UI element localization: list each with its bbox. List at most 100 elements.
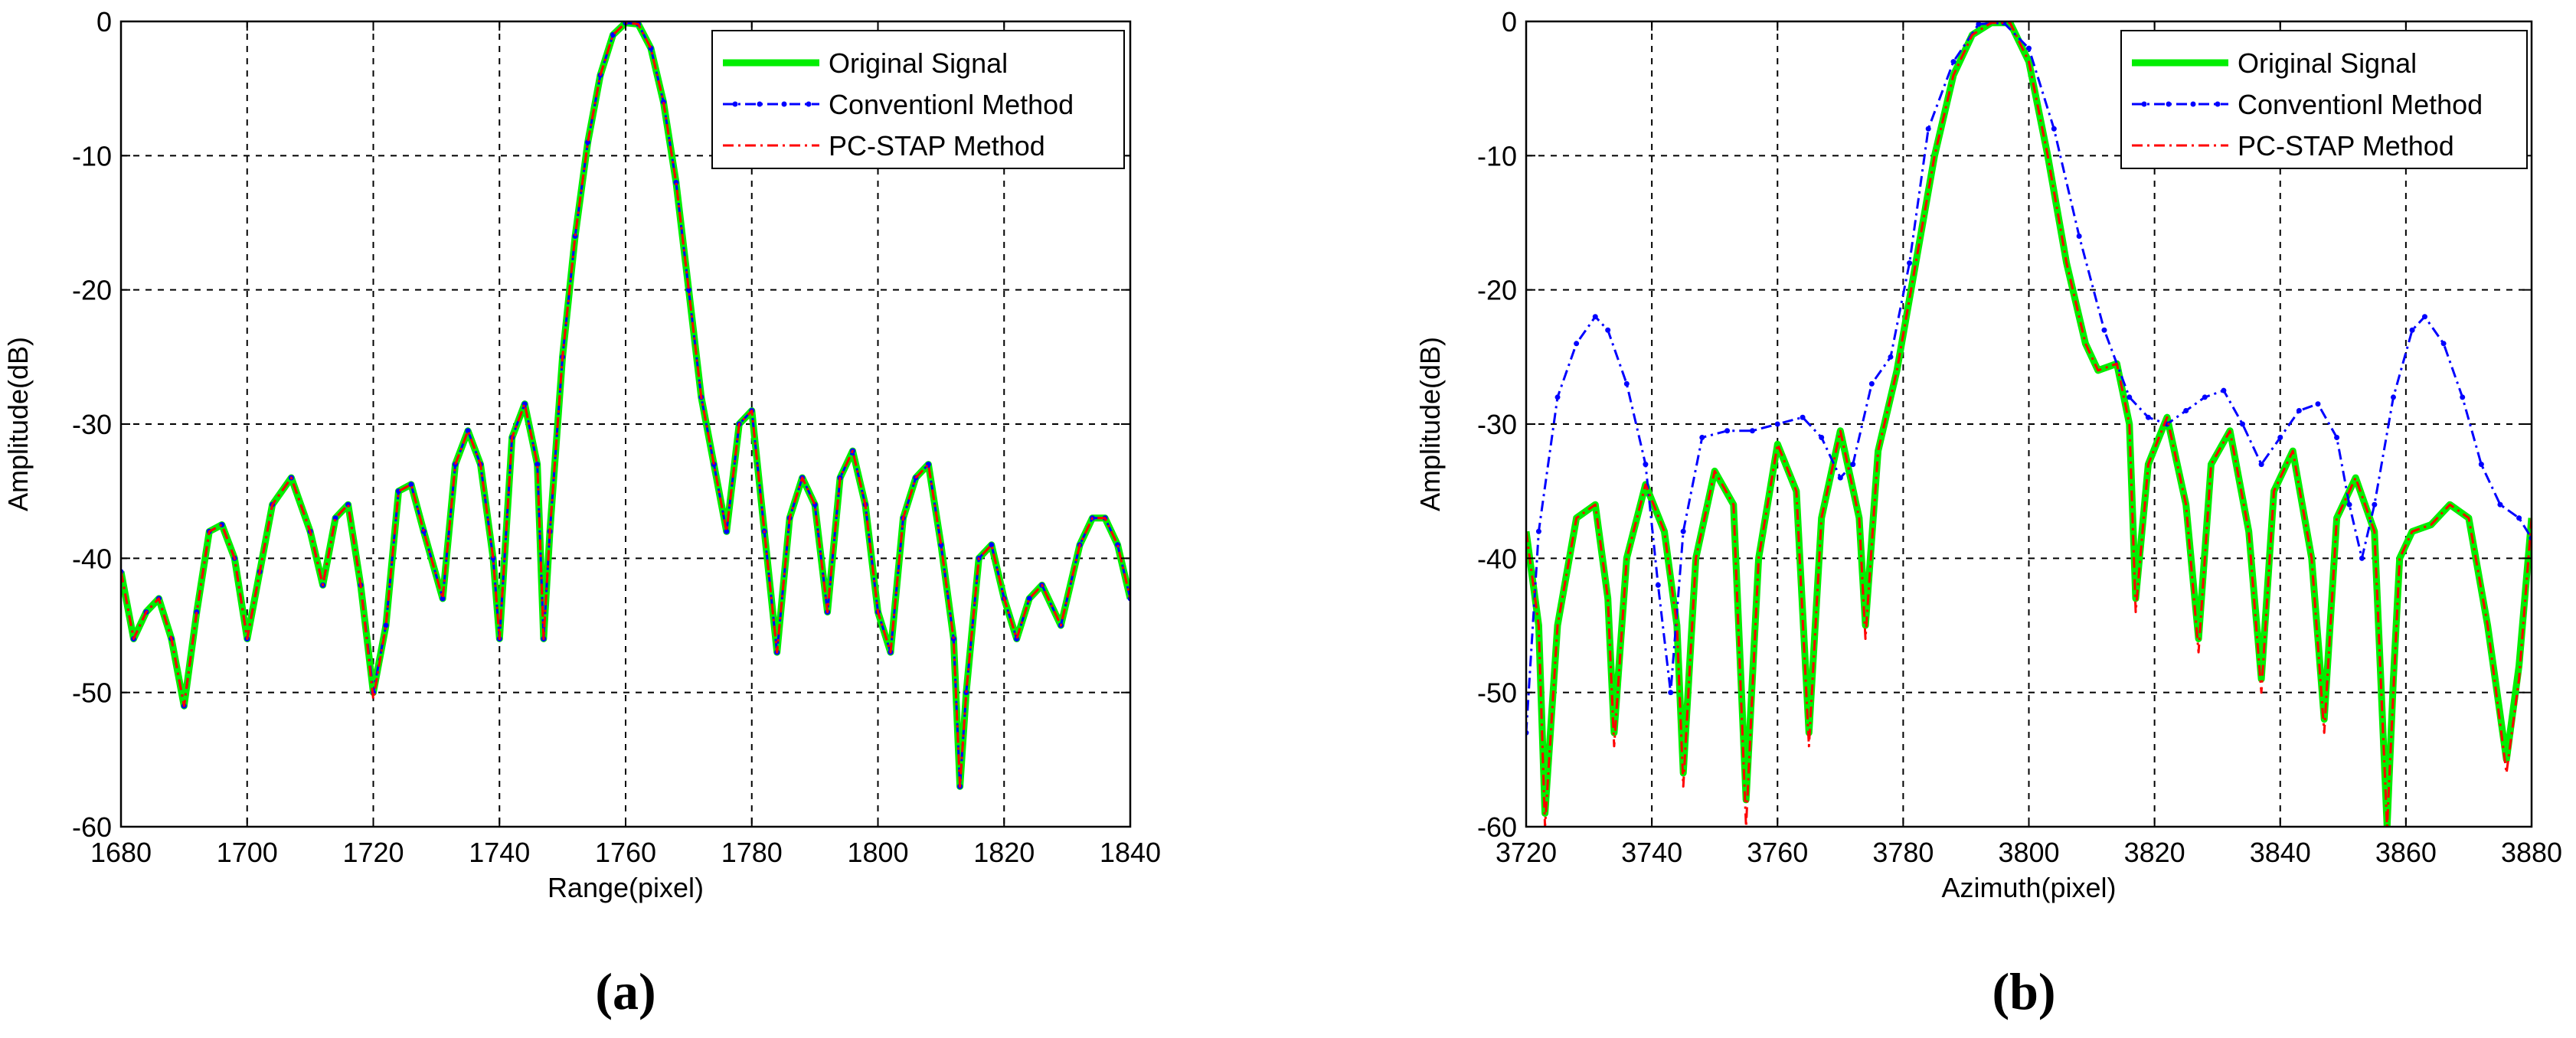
y-tick-label: -50: [72, 677, 112, 709]
series-point-1: [1623, 380, 1630, 387]
series-point-1: [2076, 233, 2082, 240]
series-point-1: [2359, 555, 2365, 561]
series-point-1: [1680, 528, 1686, 534]
series-point-1: [1868, 380, 1875, 387]
y-tick-label: -10: [72, 140, 112, 171]
series-point-1: [673, 179, 679, 185]
x-tick-label: 3800: [1998, 837, 2059, 868]
legend-marker: [806, 101, 812, 107]
series-point-1: [1907, 260, 1913, 266]
series-point-1: [2145, 414, 2151, 420]
x-tick-label: 3780: [1872, 837, 1934, 868]
x-tick-label: 1840: [1100, 837, 1161, 868]
series-point-1: [989, 542, 995, 548]
series-point-1: [2258, 462, 2264, 468]
y-tick-label: -30: [72, 409, 112, 440]
panel-label: (b): [1992, 962, 2055, 1020]
series-point-1: [2440, 341, 2447, 347]
series-point-1: [2390, 394, 2396, 400]
legend-marker: [2166, 101, 2172, 107]
x-tick-label: 3860: [2375, 837, 2437, 868]
series-point-1: [1643, 462, 1649, 468]
legend-box: [711, 30, 1125, 169]
series-point-1: [2127, 394, 2133, 400]
series-point-1: [2277, 435, 2283, 441]
y-tick-label: -60: [72, 811, 112, 843]
series-point-1: [2372, 501, 2378, 508]
series-point-1: [1668, 690, 1674, 696]
y-tick-label: -40: [1477, 543, 1517, 574]
series-point-1: [1699, 435, 1705, 441]
legend-marker: [2215, 101, 2221, 107]
series-point-1: [2101, 327, 2107, 333]
series-point-1: [1749, 428, 1755, 434]
series-point-1: [1592, 314, 1598, 320]
series-point-1: [1976, 21, 1982, 28]
y-tick-label: -50: [1477, 677, 1517, 709]
series-group: [1526, 21, 2532, 827]
series-point-1: [2497, 501, 2503, 508]
series-point-1: [1655, 582, 1661, 588]
series-point-1: [2346, 501, 2352, 508]
chart-panel-a: 1680 1700 1720 1740 1760 1780 1800 1820 1840 0 -10…: [2, 6, 1161, 1020]
x-tick-label: 3720: [1496, 837, 1557, 868]
series-point-1: [2183, 407, 2189, 413]
series-point-1: [1800, 414, 1806, 420]
series-point-1: [534, 462, 541, 468]
legend-label-2: PC-STAP Method: [2238, 130, 2454, 162]
series-point-1: [1026, 596, 1032, 602]
x-tick-label: 1740: [469, 837, 530, 868]
x-tick-label: 3840: [2250, 837, 2311, 868]
x-tick-label: 1780: [721, 837, 783, 868]
legend-marker: [2190, 101, 2196, 107]
x-axis-label: Range(pixel): [548, 872, 704, 903]
series-point-1: [2315, 401, 2321, 407]
series-point-1: [1535, 528, 1541, 534]
x-tick-label: 3880: [2501, 837, 2562, 868]
series-point-1: [685, 287, 691, 293]
series-point-1: [2460, 394, 2466, 400]
series-point-1: [408, 481, 414, 488]
series-point-1: [2334, 435, 2340, 441]
legend-label-2: PC-STAP Method: [829, 130, 1045, 162]
series-point-1: [1774, 421, 1780, 427]
legend-marker: [732, 101, 738, 107]
y-tick-label: -30: [1477, 409, 1517, 440]
legend-label-0: Original Signal: [2238, 47, 2417, 79]
series-point-1: [2478, 462, 2484, 468]
y-axis-label: Amplitude(dB): [1414, 337, 1446, 511]
legend-marker: [757, 101, 763, 107]
series-point-1: [2409, 327, 2415, 333]
series-line-2: [1526, 21, 2532, 827]
series-point-1: [1888, 354, 1894, 360]
legend-label-1: Conventionl Method: [829, 89, 1074, 120]
series-point-1: [2516, 515, 2522, 521]
series-point-1: [1554, 394, 1561, 400]
x-tick-label: 3820: [2124, 837, 2185, 868]
series-point-1: [194, 609, 200, 615]
y-tick-label: -40: [72, 543, 112, 574]
chart-panel-b: 3720 3740 3760 3780 3800 3820 3840 3860 3880 0 -10…: [1414, 6, 2562, 1020]
series-point-1: [1574, 341, 1580, 347]
legend-box: [2120, 30, 2528, 169]
series-point-1: [2221, 387, 2227, 393]
series-point-1: [2240, 421, 2246, 427]
y-tick-label: 0: [1502, 6, 1517, 38]
x-axis-label: Azimuth(pixel): [1941, 872, 2116, 903]
legend-label-0: Original Signal: [829, 47, 1008, 79]
x-tick-label: 1820: [973, 837, 1035, 868]
legend-marker: [781, 101, 787, 107]
series-point-1: [724, 528, 730, 534]
y-tick-label: -20: [72, 275, 112, 306]
series-point-1: [1724, 428, 1731, 434]
series-point-1: [2051, 126, 2057, 132]
series-point-1: [2026, 45, 2032, 51]
series-point-1: [383, 622, 389, 628]
legend-label-1: Conventionl Method: [2238, 89, 2483, 120]
x-tick-label: 1800: [847, 837, 908, 868]
x-tick-label: 3740: [1621, 837, 1682, 868]
series-point-1: [440, 596, 446, 602]
series-point-1: [1819, 435, 1825, 441]
series-point-1: [2421, 314, 2427, 320]
x-tick-label: 1680: [90, 837, 152, 868]
